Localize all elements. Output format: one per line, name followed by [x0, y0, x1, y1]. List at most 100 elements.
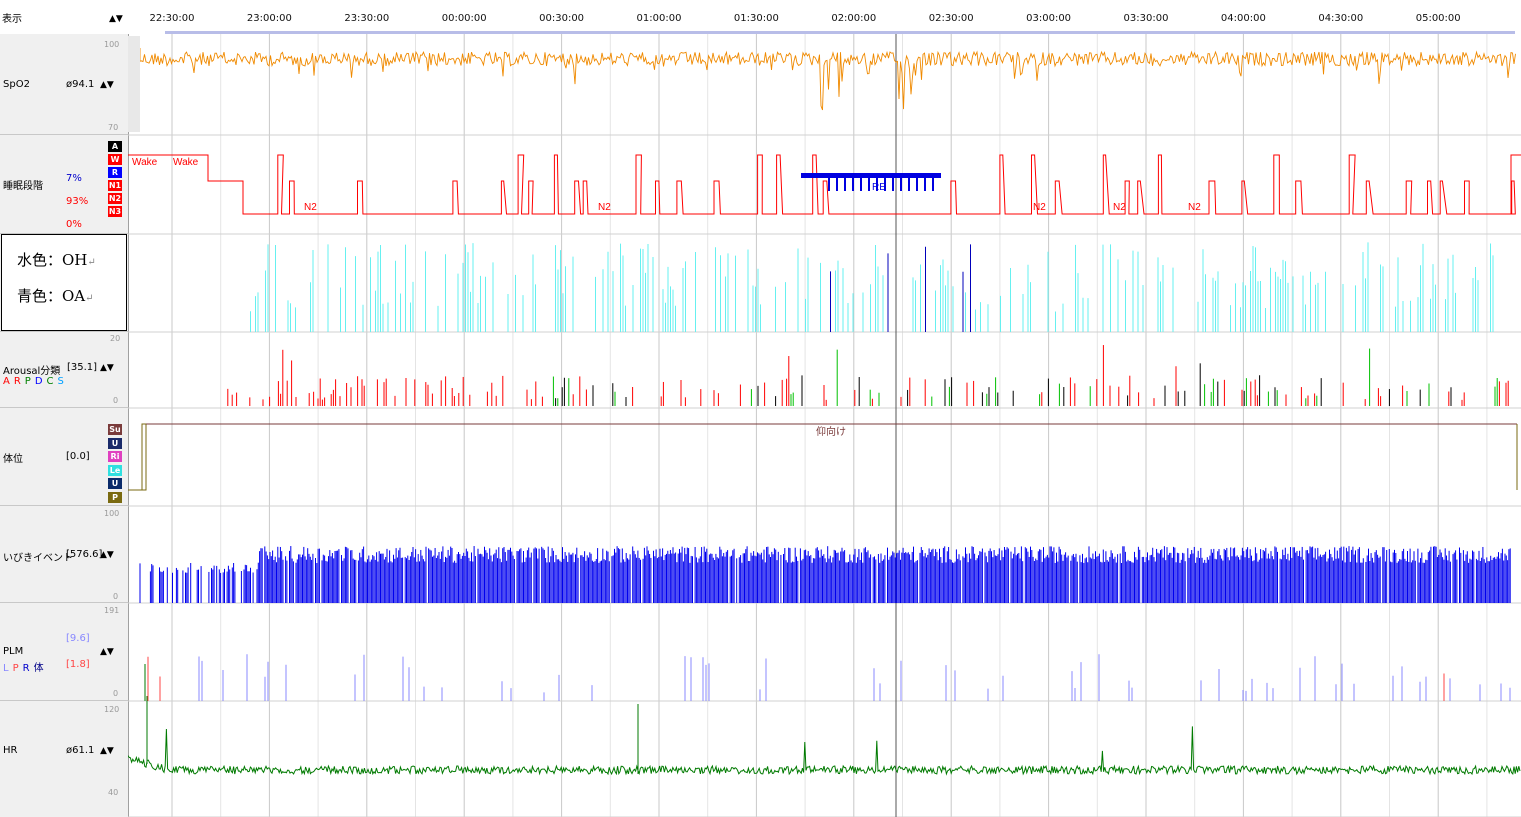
track-label-spo2[interactable]: SpO2 ø94.1 ▲▼ — [0, 34, 128, 135]
snore-label: いびきイベント — [3, 553, 73, 564]
position-box-su: Su — [108, 424, 122, 435]
n2-label: N2 — [1033, 202, 1046, 213]
time-scrollbar[interactable] — [165, 31, 1515, 34]
sleep-stage-label: 睡眠段階 — [3, 181, 43, 192]
n2-label: N2 — [304, 202, 317, 213]
code-C: C — [46, 376, 54, 387]
arousal-average: [35.1] — [67, 362, 98, 373]
header-sort-arrows-icon[interactable]: ▲▼ — [109, 14, 123, 24]
event-color-legend: 水色：OH↵ 青色：OA↵ — [1, 234, 127, 331]
hr-label: HR — [3, 745, 18, 756]
position-average: [0.0] — [66, 451, 90, 462]
time-label: 02:30:00 — [928, 13, 974, 24]
position-box-p: P — [108, 491, 122, 503]
rem-label: RE — [872, 182, 886, 193]
arousal-scale-min: 0 — [113, 396, 119, 405]
spo2-label: SpO2 — [3, 79, 30, 90]
snore-sort-arrows-icon[interactable]: ▲▼ — [100, 550, 114, 560]
rem-tick — [844, 173, 846, 191]
rem-tick — [876, 173, 878, 191]
n2-label: N2 — [1188, 202, 1201, 213]
n2-label: N2 — [1113, 202, 1126, 213]
code-R: R — [13, 376, 21, 387]
rem-tick — [892, 173, 894, 191]
code-D: D — [34, 376, 43, 387]
rem-tick — [868, 173, 870, 191]
code-S: S — [57, 376, 64, 387]
hypnogram-trace — [128, 154, 1521, 215]
hr-sort-arrows-icon[interactable]: ▲▼ — [100, 746, 114, 756]
stage-box-n1: N1 — [108, 180, 122, 191]
code-体: 体 — [33, 663, 44, 674]
spo2-sort-arrows-icon[interactable]: ▲▼ — [100, 80, 114, 90]
time-label: 02:00:00 — [831, 13, 877, 24]
code-R: R — [22, 663, 30, 674]
track-label-sleep-stage[interactable]: 睡眠段階 7% 93% 0% A W R N1 N2 N3 — [0, 135, 128, 234]
stage-box-w: W — [108, 154, 122, 165]
rem-tick — [852, 173, 854, 191]
code-P: P — [24, 376, 31, 387]
track-label-snore[interactable]: いびきイベント [576.6] ▲▼ — [0, 506, 128, 603]
code-L: L — [3, 663, 9, 674]
track-label-panel: SpO2 ø94.1 ▲▼ 睡眠段階 7% 93% 0% A W R N1 N2 N3 A… — [0, 34, 129, 817]
plm-scale-max: 191 — [104, 606, 120, 615]
time-label: 03:00:00 — [1026, 13, 1072, 24]
display-label[interactable]: 表示 — [2, 14, 22, 25]
spo2-scale-min: 70 — [108, 123, 119, 132]
plm-value-1: [9.6] — [66, 633, 90, 644]
time-label: 01:00:00 — [636, 13, 682, 24]
arousal-label: Arousal分類 — [3, 366, 61, 377]
snore-scale-max: 100 — [104, 509, 120, 518]
rem-tick — [908, 173, 910, 191]
position-start-trace — [128, 423, 147, 491]
hr-scale-max: 120 — [104, 705, 120, 714]
time-label: 05:00:00 — [1415, 13, 1461, 24]
rem-percent: 7% — [66, 173, 82, 184]
track-label-respiratory[interactable] — [0, 234, 128, 332]
hr-average: ø61.1 — [66, 745, 95, 756]
stage-box-n3: N3 — [108, 206, 122, 217]
spo2-average: ø94.1 — [66, 79, 95, 90]
spo2-start-block — [128, 36, 140, 132]
arousal-sort-arrows-icon[interactable]: ▲▼ — [100, 363, 114, 373]
stage-box-a: A — [108, 141, 122, 152]
time-label: 01:30:00 — [733, 13, 779, 24]
rem-bar — [801, 173, 941, 178]
rem-tick — [884, 173, 886, 191]
legend-oh: 水色：OH↵ — [17, 251, 96, 269]
plm-scale-min: 0 — [113, 689, 119, 698]
rem-tick — [860, 173, 862, 191]
position-box-u: U — [108, 437, 122, 449]
legend-oa: 青色：OA↵ — [17, 287, 94, 305]
time-label: 00:30:00 — [539, 13, 585, 24]
hr-trace — [128, 726, 1521, 776]
plm-label: PLM — [3, 646, 24, 657]
signal-plot: Wake Wake N2 N2 N2 N2 N2 RE 仰向け — [128, 34, 1521, 817]
time-label: 04:00:00 — [1220, 13, 1266, 24]
snore-scale-min: 0 — [113, 592, 119, 601]
plm-sort-arrows-icon[interactable]: ▲▼ — [100, 647, 114, 657]
position-label: 体位 — [3, 454, 23, 465]
plm-value-2: [1.8] — [66, 659, 90, 670]
snore-average: [576.6] — [66, 549, 103, 560]
track-label-hr[interactable]: HR ø61.1 ▲▼ — [0, 701, 128, 817]
time-label: 23:00:00 — [246, 13, 292, 24]
spo2-trace — [139, 48, 1516, 111]
time-label: 03:30:00 — [1123, 13, 1169, 24]
time-label: 00:00:00 — [441, 13, 487, 24]
n2-label: N2 — [598, 202, 611, 213]
signal-chart-area[interactable]: Wake Wake N2 N2 N2 N2 N2 RE 仰向け — [128, 34, 1521, 817]
wake-label: Wake — [132, 157, 158, 168]
spo2-scale-max: 100 — [104, 40, 120, 49]
track-label-position[interactable]: 体位 [0.0] Su U Ri Le U P — [0, 408, 128, 506]
rem-tick — [916, 173, 918, 191]
n2-percent: 0% — [66, 219, 82, 230]
rem-tick — [828, 173, 830, 191]
time-label: 23:30:00 — [344, 13, 390, 24]
code-A: A — [3, 376, 10, 387]
rem-tick — [924, 173, 926, 191]
